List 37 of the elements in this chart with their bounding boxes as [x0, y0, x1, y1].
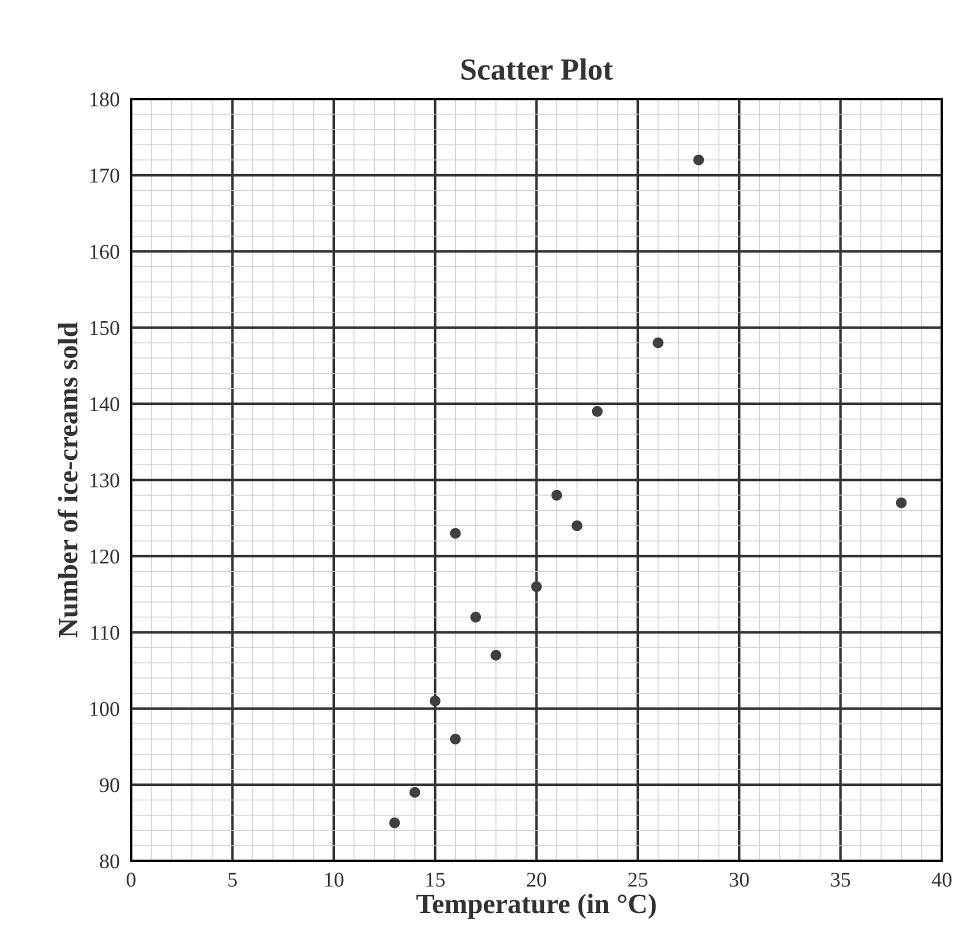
point: [551, 490, 562, 501]
y-tick-label: 160: [90, 244, 120, 259]
point: [592, 406, 603, 417]
point: [896, 497, 907, 508]
point: [430, 696, 440, 706]
y-tick-label: 120: [90, 550, 120, 564]
y-tick-label: 110: [91, 626, 120, 640]
y-tick-label: 90: [100, 778, 120, 792]
y-tick-label: 180: [90, 92, 120, 106]
y-tick-label: 140: [90, 397, 120, 412]
y-tick-label: 130: [90, 473, 120, 488]
x-tick-label: 15: [426, 872, 445, 887]
point: [572, 520, 582, 532]
point: [652, 337, 664, 348]
chart-title: Scatter Plot: [462, 58, 613, 80]
point: [531, 581, 542, 592]
x-tick-label: 35: [831, 872, 850, 887]
x-tick-label: 40: [932, 872, 952, 887]
y-tick-label: 100: [90, 702, 120, 716]
point: [450, 528, 461, 539]
point: [410, 787, 420, 798]
point: [450, 734, 461, 744]
y-tick-label: 170: [90, 168, 120, 183]
point: [693, 154, 704, 166]
x-tick-label: 10: [325, 872, 344, 887]
y-axis-title: Number of ice-creams sold: [58, 322, 78, 638]
y-tick-label: 150: [90, 320, 120, 336]
x-tick-label: 0: [126, 872, 136, 887]
x-tick-label: 25: [628, 872, 648, 887]
x-axis-title: Temperature (in °C): [416, 894, 656, 919]
point: [470, 612, 482, 622]
point: [389, 818, 400, 828]
x-tick-label: 5: [228, 872, 237, 887]
point: [490, 650, 502, 661]
x-tick-label: 30: [730, 872, 749, 887]
x-tick-label: 20: [526, 872, 546, 887]
y-tick-label: 80: [100, 854, 120, 868]
